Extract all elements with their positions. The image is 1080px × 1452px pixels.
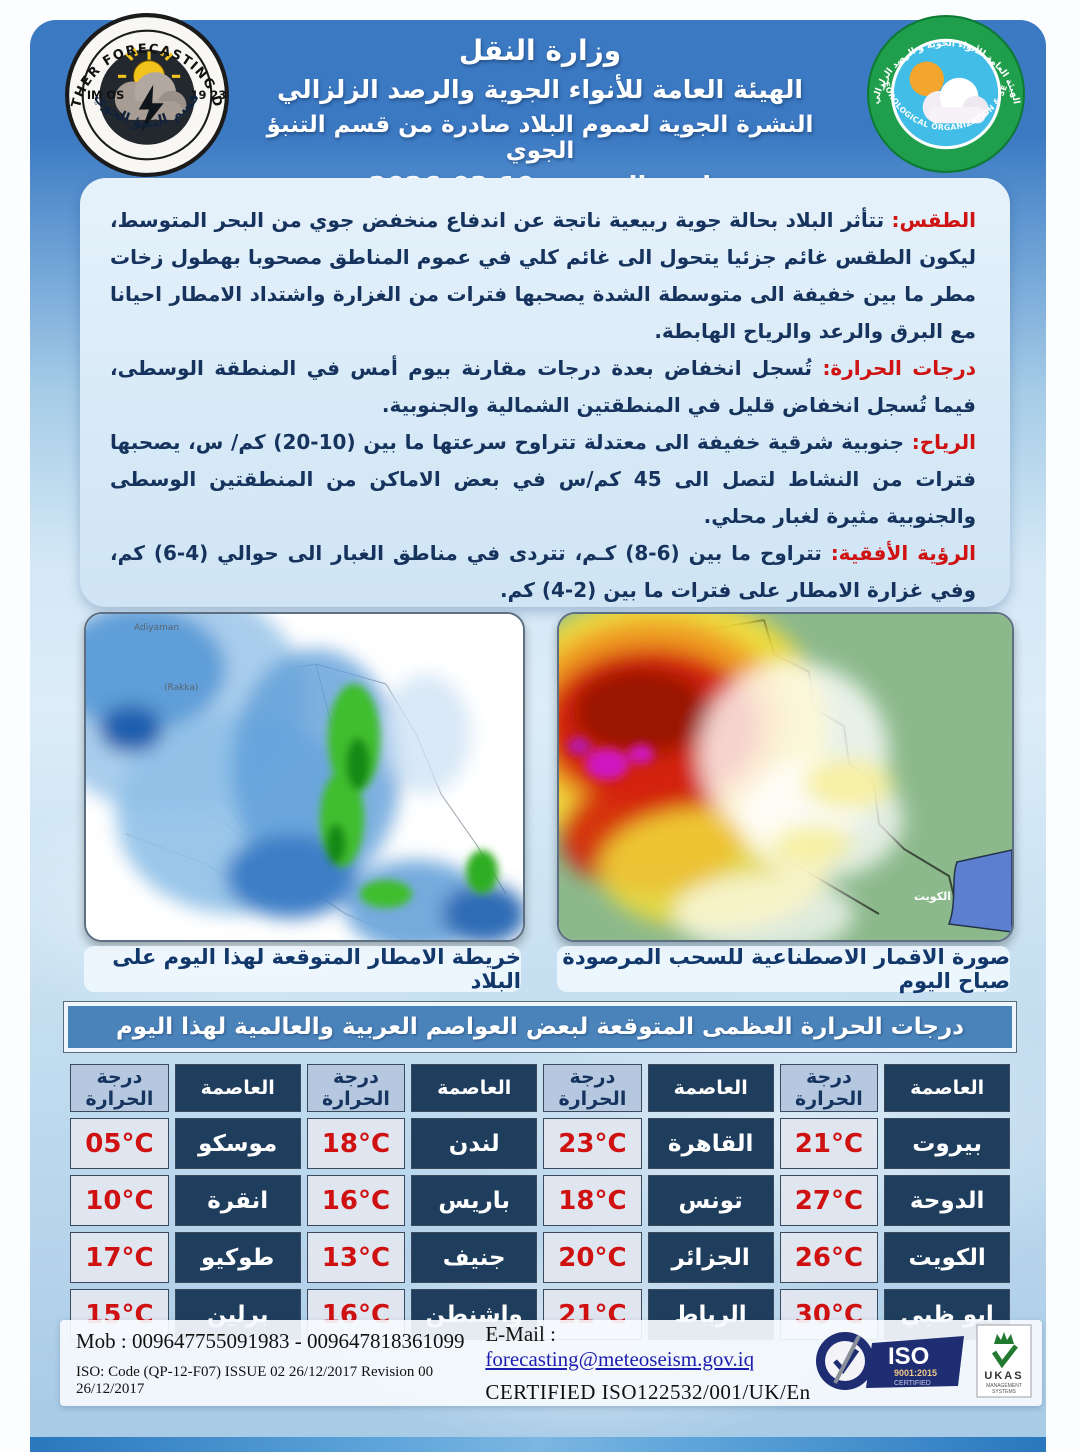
temp-cell: 26°C <box>779 1232 879 1283</box>
map-label-rakka: (Rakka) <box>164 683 198 693</box>
temp-header: درجة الحرارة <box>70 1064 169 1112</box>
temp-cell: 16°C <box>306 1175 406 1226</box>
temperature-text: تُسجل انخفاض بعدة درجات مقارنة بيوم أمس … <box>110 356 976 417</box>
capital-cell: جنيف <box>411 1232 538 1283</box>
temp-header: درجة الحرارة <box>543 1064 642 1112</box>
bulletin-title: النشرة الجوية لعموم البلاد صادرة من قسم … <box>266 112 814 164</box>
visibility-label: الرؤية الأفقية: <box>830 541 977 565</box>
visibility-text: تتراوح ما بين (6-8) كـم، تتردى في مناطق … <box>110 541 976 602</box>
wind-text: جنوبية شرقية خفيفة الى معتدلة تتراوح سرع… <box>110 430 977 528</box>
temp-header: درجة الحرارة <box>779 1064 879 1112</box>
satellite-cloud-map-image: الكويت <box>557 612 1014 942</box>
temperature-label: درجات الحرارة: <box>822 356 977 380</box>
capital-cell: القاهرة <box>647 1118 774 1169</box>
certified-line: CERTIFIED ISO122532/001/UK/En <box>485 1379 811 1404</box>
bottom-accent-bar <box>30 1437 1046 1452</box>
weather-paragraph: الطقس: تتأثر البلاد بحالة جوية ربيعية نا… <box>110 202 976 350</box>
iso-standard-text: 9001:2015 <box>894 1368 937 1378</box>
capital-cell: طوكيو <box>174 1232 301 1283</box>
ukas-badge: UKAS MANAGEMENT SYSTEMS <box>976 1324 1032 1403</box>
iso-certified-text: CERTIFIED <box>894 1380 931 1387</box>
temperature-paragraph: درجات الحرارة: تُسجل انخفاض بعدة درجات م… <box>110 350 976 424</box>
rain-forecast-map-image: Adiyaman (Rakka) <box>84 612 525 942</box>
capital-cell: بيروت <box>884 1118 1010 1169</box>
ukas-sub1-text: MANAGEMENT <box>986 1383 1022 1389</box>
check-icon <box>991 1343 1018 1368</box>
lightning-icon <box>138 84 164 133</box>
temp-header: درجة الحرارة <box>306 1064 406 1112</box>
organization-title: الهيئة العامة للأنواء الجوية والرصد الزل… <box>277 75 803 104</box>
temp-cell: 23°C <box>543 1118 642 1169</box>
iso-9001-badge: ISO 9001:2015 CERTIFIED <box>814 1328 966 1399</box>
capital-cell: انقرة <box>174 1175 301 1226</box>
logo-side-left-text: IM OS <box>87 88 124 102</box>
table-row: الكويت 26°C الجزائر 20°C جنيف 13°C طوكيو… <box>70 1232 1010 1283</box>
temp-cell: 18°C <box>543 1175 642 1226</box>
email-link[interactable]: forecasting@meteoseism.gov.iq <box>485 1346 755 1371</box>
pencil-icon <box>833 1334 861 1384</box>
temp-cell: 05°C <box>70 1118 169 1169</box>
mobile-numbers: Mob : 009647755091983 - 009647818361099 <box>76 1328 465 1353</box>
capital-cell: لندن <box>411 1118 538 1169</box>
weather-text: تتأثر البلاد بحالة جوية ربيعية ناتجة عن … <box>110 208 976 343</box>
wind-paragraph: الرياح: جنوبية شرقية خفيفة الى معتدلة تت… <box>110 424 976 535</box>
capital-header: العاصمة <box>647 1064 774 1112</box>
ministry-title: وزارة النقل <box>458 34 622 67</box>
ukas-sub2-text: SYSTEMS <box>992 1389 1017 1395</box>
weather-forecasting-dept-logo: WEATHER FORECASTING DEPT. IM OS 19 23 قس… <box>56 1 230 178</box>
capital-cell: باريس <box>411 1175 538 1226</box>
table-row: بيروت 21°C القاهرة 23°C لندن 18°C موسكو … <box>70 1118 1010 1169</box>
iso-code-line: ISO: Code (QP-12-F07) ISSUE 02 26/12/201… <box>76 1363 434 1397</box>
footer-strip: Mob : 009647755091983 - 009647818361099 … <box>60 1320 1042 1406</box>
email-label: E-Mail : <box>485 1321 556 1346</box>
temp-cell: 20°C <box>543 1232 642 1283</box>
crown-icon <box>994 1331 1014 1344</box>
table-header-row: العاصمة درجة الحرارة العاصمة درجة الحرار… <box>70 1064 1010 1112</box>
visibility-paragraph: الرؤية الأفقية: تتراوح ما بين (6-8) كـم،… <box>110 535 976 609</box>
capital-header: العاصمة <box>174 1064 301 1112</box>
temp-cell: 21°C <box>779 1118 879 1169</box>
temp-cell: 13°C <box>306 1232 406 1283</box>
email-line: E-Mail : forecasting@meteoseism.gov.iq <box>485 1322 814 1372</box>
cloud-icon <box>922 77 989 124</box>
weather-label: الطقس: <box>891 208 976 232</box>
temp-cell: 27°C <box>779 1175 879 1226</box>
temps-table-title: درجات الحرارة العظمى المتوقعة لبعض العوا… <box>63 1001 1017 1053</box>
temp-cell: 17°C <box>70 1232 169 1283</box>
capital-header: العاصمة <box>884 1064 1010 1112</box>
gulf-water <box>947 849 1012 933</box>
capital-cell: الدوحة <box>884 1175 1010 1226</box>
temp-cell: 18°C <box>306 1118 406 1169</box>
capital-cell: موسكو <box>174 1118 301 1169</box>
capital-cell: الكويت <box>884 1232 1010 1283</box>
capital-cell: تونس <box>647 1175 774 1226</box>
map-label-adiyaman: Adiyaman <box>134 623 179 633</box>
sun-icon <box>909 61 944 97</box>
table-row: الدوحة 27°C تونس 18°C باريس 16°C انقرة 1… <box>70 1175 1010 1226</box>
header: وزارة النقل الهيئة العامة للأنواء الجوية… <box>250 34 830 202</box>
map-label-kuwait: الكويت <box>914 890 951 903</box>
satellite-map-caption: صورة الاقمار الاصطناعية للسحب المرصودة ص… <box>557 945 1010 993</box>
capitals-temps-table: العاصمة درجة الحرارة العاصمة درجة الحرار… <box>64 1058 1016 1346</box>
ukas-text: UKAS <box>984 1370 1023 1382</box>
iraq-meteorological-org-logo: الهيئة العامة للأنواء الجوية و الرصد الز… <box>862 7 1026 174</box>
logo-side-right-text: 19 23 <box>191 88 227 102</box>
capital-header: العاصمة <box>411 1064 538 1112</box>
forecast-panel: الطقس: تتأثر البلاد بحالة جوية ربيعية نا… <box>80 178 1010 607</box>
iso-badge-text: ISO <box>888 1343 929 1370</box>
wind-label: الرياح: <box>911 430 977 454</box>
capital-cell: الجزائر <box>647 1232 774 1283</box>
rain-map-caption: خريطة الامطار المتوقعة لهذا اليوم على ال… <box>84 945 521 993</box>
storm-cloud-icon <box>114 72 187 133</box>
temp-cell: 10°C <box>70 1175 169 1226</box>
